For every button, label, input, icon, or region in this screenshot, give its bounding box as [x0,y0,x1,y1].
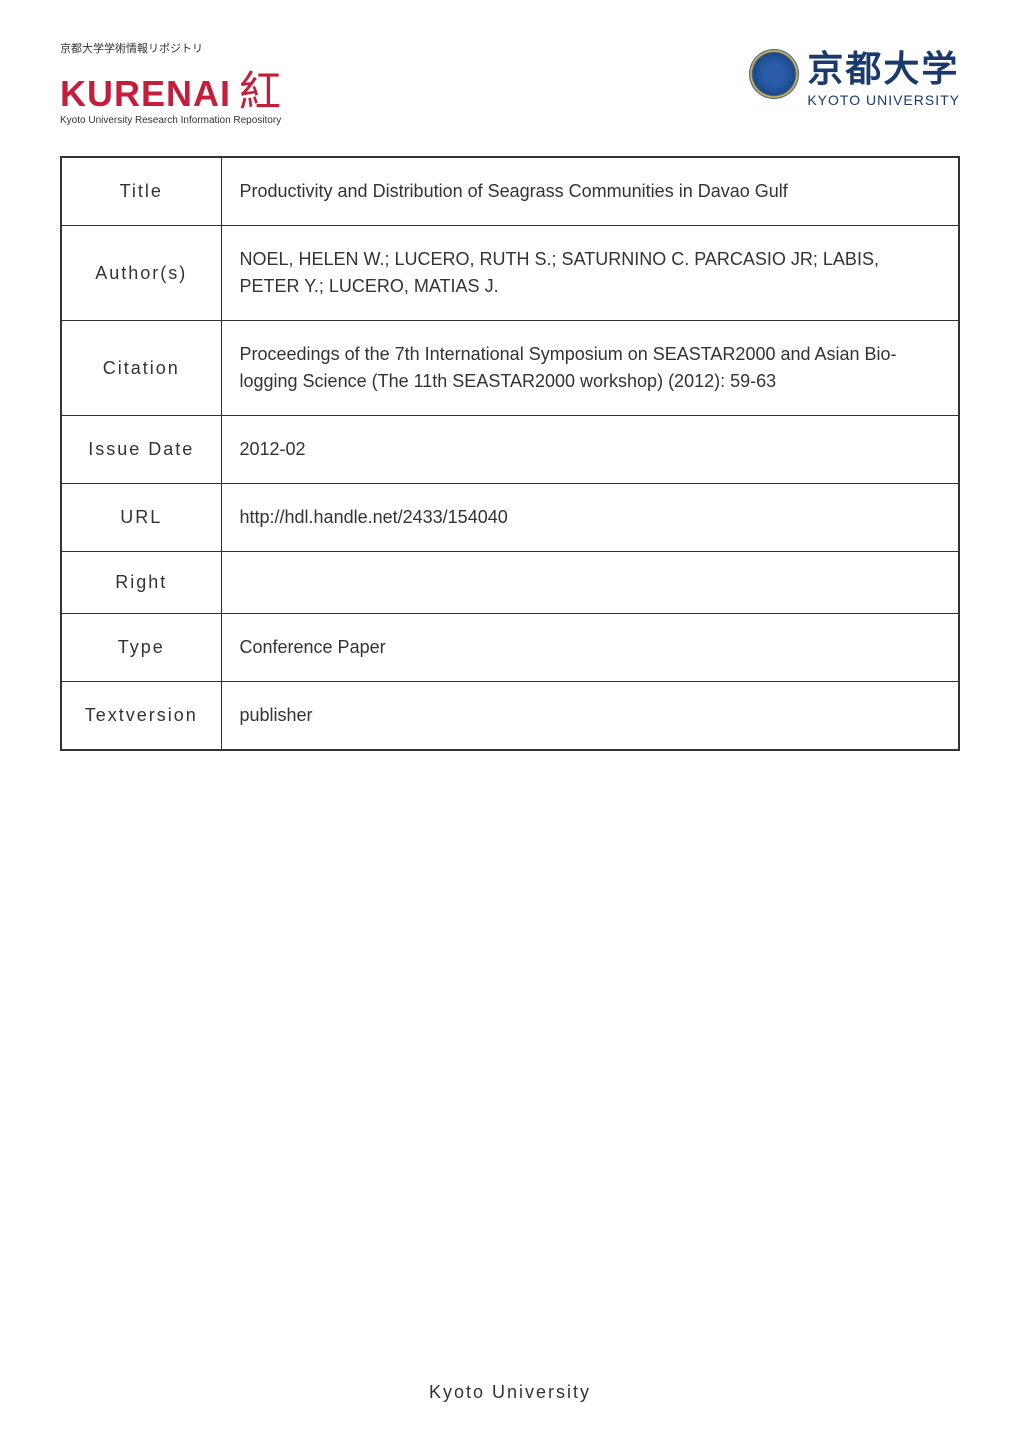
label-type: Type [61,614,221,682]
value-issue-date: 2012-02 [221,416,959,484]
kyoto-en-label: KYOTO UNIVERSITY [807,92,960,108]
value-type: Conference Paper [221,614,959,682]
table-row: Textversion publisher [61,682,959,751]
label-right: Right [61,552,221,614]
metadata-table: Title Productivity and Distribution of S… [60,156,960,751]
table-row: Author(s) NOEL, HELEN W.; LUCERO, RUTH S… [61,226,959,321]
kurenai-sub-label: Kyoto University Research Information Re… [60,115,281,126]
page-header: 京都大学学術情報リポジトリ KURENAI 紅 Kyoto University… [60,40,960,126]
metadata-tbody: Title Productivity and Distribution of S… [61,157,959,750]
label-textversion: Textversion [61,682,221,751]
kurenai-logo: 京都大学学術情報リポジトリ KURENAI 紅 Kyoto University… [60,40,281,126]
table-row: Title Productivity and Distribution of S… [61,157,959,226]
table-row: Issue Date 2012-02 [61,416,959,484]
value-right [221,552,959,614]
table-row: Type Conference Paper [61,614,959,682]
kyoto-text-block: 京都大学 KYOTO UNIVERSITY [807,40,960,108]
table-row: Right [61,552,959,614]
label-title: Title [61,157,221,226]
kurenai-title-row: KURENAI 紅 [60,58,281,119]
kurenai-jp-label: 京都大学学術情報リポジトリ [60,40,281,56]
kyoto-emblem-icon [749,49,799,99]
value-citation: Proceedings of the 7th International Sym… [221,321,959,416]
kurenai-main-text: KURENAI [60,73,231,115]
label-authors: Author(s) [61,226,221,321]
kurenai-kanji-text: 紅 [239,58,281,119]
kyoto-logo: 京都大学 KYOTO UNIVERSITY [749,40,960,108]
label-issue-date: Issue Date [61,416,221,484]
value-textversion: publisher [221,682,959,751]
value-authors: NOEL, HELEN W.; LUCERO, RUTH S.; SATURNI… [221,226,959,321]
label-url: URL [61,484,221,552]
page-footer: Kyoto University [0,1382,1020,1403]
kyoto-jp-label: 京都大学 [807,40,960,92]
value-title: Productivity and Distribution of Seagras… [221,157,959,226]
label-citation: Citation [61,321,221,416]
value-url: http://hdl.handle.net/2433/154040 [221,484,959,552]
table-row: URL http://hdl.handle.net/2433/154040 [61,484,959,552]
table-row: Citation Proceedings of the 7th Internat… [61,321,959,416]
